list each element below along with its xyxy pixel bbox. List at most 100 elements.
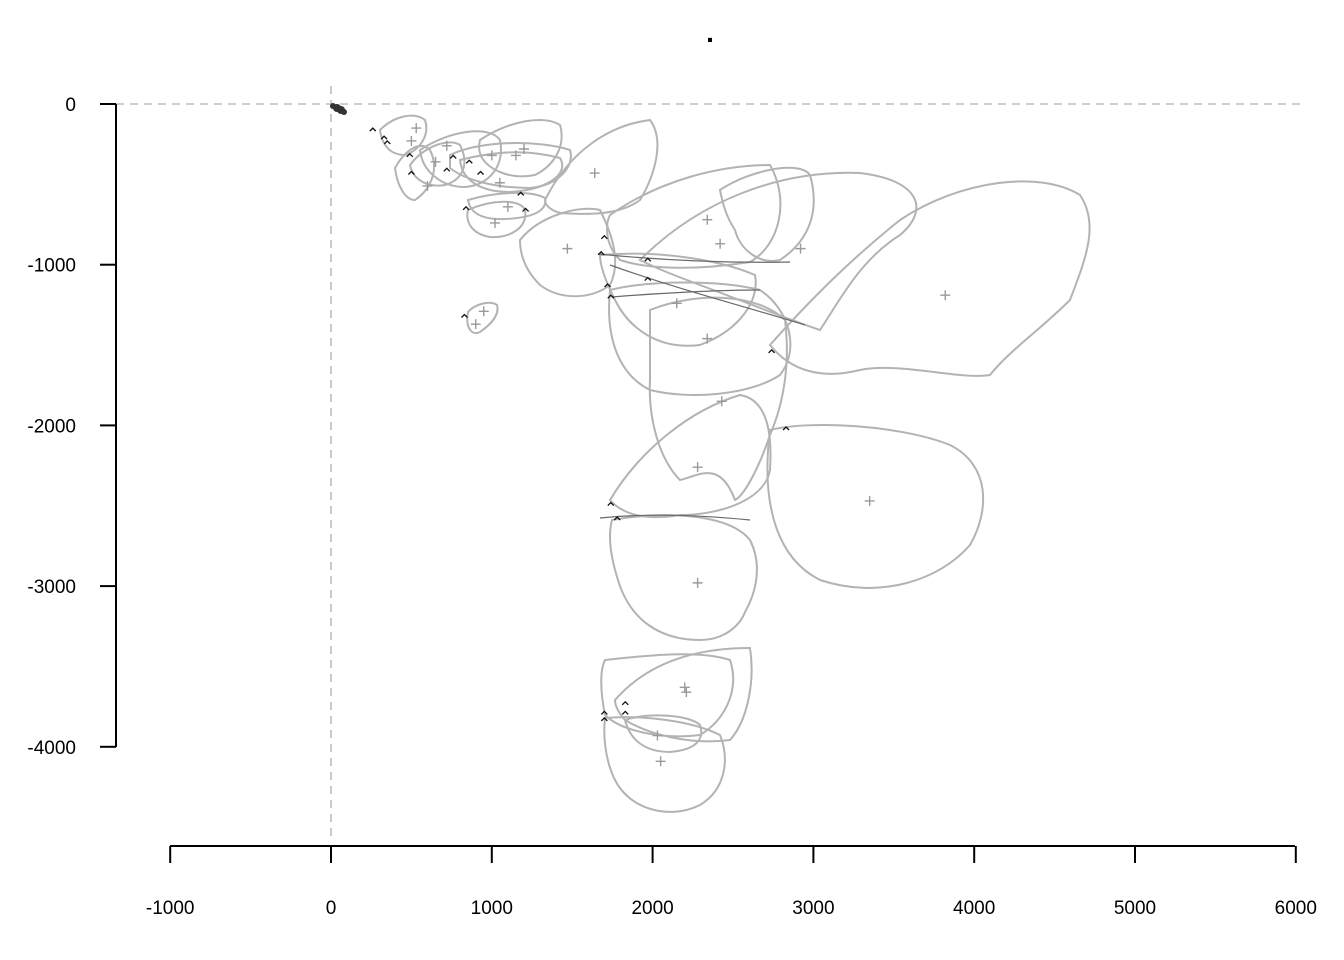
centroid-marker — [679, 682, 690, 693]
centroid-marker — [430, 156, 441, 167]
x-axis-ticks: -1000 0 1000 2000 3000 4000 5000 6000 — [146, 846, 1317, 919]
scribble-mark — [330, 103, 336, 109]
centroid-marker — [562, 243, 573, 254]
outline-shape — [648, 296, 788, 502]
outline-shape — [623, 714, 703, 754]
track-line — [597, 253, 791, 263]
centroid-marker — [411, 123, 422, 134]
outline-shape — [768, 180, 1091, 377]
y-axis: 0 -1000 -2000 -3000 -4000 — [27, 95, 117, 759]
arrowhead-marker — [782, 426, 790, 431]
centroid-marker — [486, 150, 497, 161]
arrowhead-marker — [644, 257, 652, 262]
arrowhead-marker — [600, 716, 608, 722]
x-tick-label: 4000 — [953, 898, 995, 919]
centroid-marker — [940, 290, 951, 301]
arrowhead-marker — [522, 207, 530, 212]
outline-shape — [478, 119, 563, 178]
centroid-marker — [494, 177, 505, 188]
arrowhead-marker — [768, 348, 776, 354]
x-tick-label: 2000 — [631, 898, 673, 919]
outline-shape — [378, 114, 428, 157]
arrowhead-marker — [621, 700, 629, 706]
tracks — [597, 253, 806, 521]
arrowhead-marker — [465, 159, 473, 164]
arrowhead-marker — [517, 191, 525, 196]
outline-shape — [609, 514, 758, 642]
outline-shape — [543, 118, 659, 215]
centroid-marker — [716, 396, 727, 407]
arrowhead-marker — [407, 170, 415, 175]
arrowhead-marker — [600, 234, 608, 240]
scribble-mark — [341, 109, 347, 115]
centroid-marker — [502, 201, 513, 212]
chart-title: . — [706, 17, 714, 48]
y-tick-label: -1000 — [27, 256, 76, 277]
arrowhead-marker — [621, 710, 629, 715]
outline-shape — [466, 301, 499, 334]
centroid-marker — [795, 243, 806, 254]
x-tick-label: 3000 — [792, 898, 834, 919]
outline-shapes — [378, 114, 1091, 813]
track-line — [609, 264, 806, 326]
y-tick-label: -3000 — [27, 577, 76, 598]
x-axis: -1000 0 1000 2000 3000 4000 5000 6000 — [146, 845, 1317, 919]
x-tick-label: 0 — [326, 898, 337, 919]
arrowhead-marker — [443, 167, 451, 172]
outline-shape — [393, 145, 435, 202]
scribble-cluster — [330, 103, 347, 115]
outline-shape — [608, 393, 772, 519]
centroid-marker — [655, 756, 666, 767]
centroid-marker — [518, 143, 529, 154]
arrow-markers — [369, 127, 790, 722]
centroid-marker — [478, 306, 489, 317]
centroid-marker — [406, 135, 417, 146]
outline-shape — [766, 424, 985, 589]
y-axis-ticks: 0 -1000 -2000 -3000 -4000 — [27, 95, 116, 759]
outline-shape — [466, 200, 527, 239]
centroid-marker — [692, 462, 703, 473]
outline-shape — [466, 191, 547, 221]
centroid-marker — [470, 319, 481, 330]
outline-shape — [600, 653, 735, 738]
arrowhead-marker — [462, 205, 470, 211]
outline-shape — [603, 716, 726, 813]
outline-shape — [449, 142, 572, 190]
arrowhead-marker — [477, 170, 485, 175]
arrowhead-marker — [600, 710, 608, 715]
centroid-marker — [671, 298, 682, 309]
track-line — [611, 289, 761, 298]
y-tick-label: -4000 — [27, 738, 76, 759]
arrowhead-marker — [380, 135, 388, 140]
y-tick-label: 0 — [65, 95, 76, 116]
outline-shape — [418, 130, 502, 189]
reference-lines — [116, 86, 1300, 840]
centroid-marker — [422, 180, 433, 191]
arrowhead-marker — [449, 154, 457, 159]
x-tick-label: -1000 — [146, 898, 195, 919]
arrowhead-marker — [597, 250, 605, 256]
outline-shape — [518, 207, 617, 298]
centroid-marker — [652, 730, 663, 741]
arrowhead-marker — [461, 313, 468, 318]
centroid-marker — [702, 333, 713, 344]
arrowhead-marker — [604, 283, 612, 288]
centroid-marker — [490, 217, 501, 228]
y-tick-label: -2000 — [27, 416, 76, 437]
outline-shape — [718, 166, 815, 262]
arrowhead-marker — [369, 127, 377, 132]
centroid-marker — [681, 687, 692, 698]
arrowhead-marker — [644, 276, 652, 282]
x-tick-label: 1000 — [471, 898, 513, 919]
outline-shape — [638, 171, 918, 332]
centroid-marker — [864, 495, 875, 506]
arrowhead-marker — [613, 516, 621, 521]
x-tick-label: 6000 — [1275, 898, 1317, 919]
outline-shape — [408, 141, 466, 187]
x-tick-label: 5000 — [1114, 898, 1156, 919]
arrowhead-marker — [406, 152, 414, 158]
centroid-marker — [692, 577, 703, 588]
outline-shape — [606, 163, 782, 269]
arrowhead-marker — [607, 294, 615, 299]
